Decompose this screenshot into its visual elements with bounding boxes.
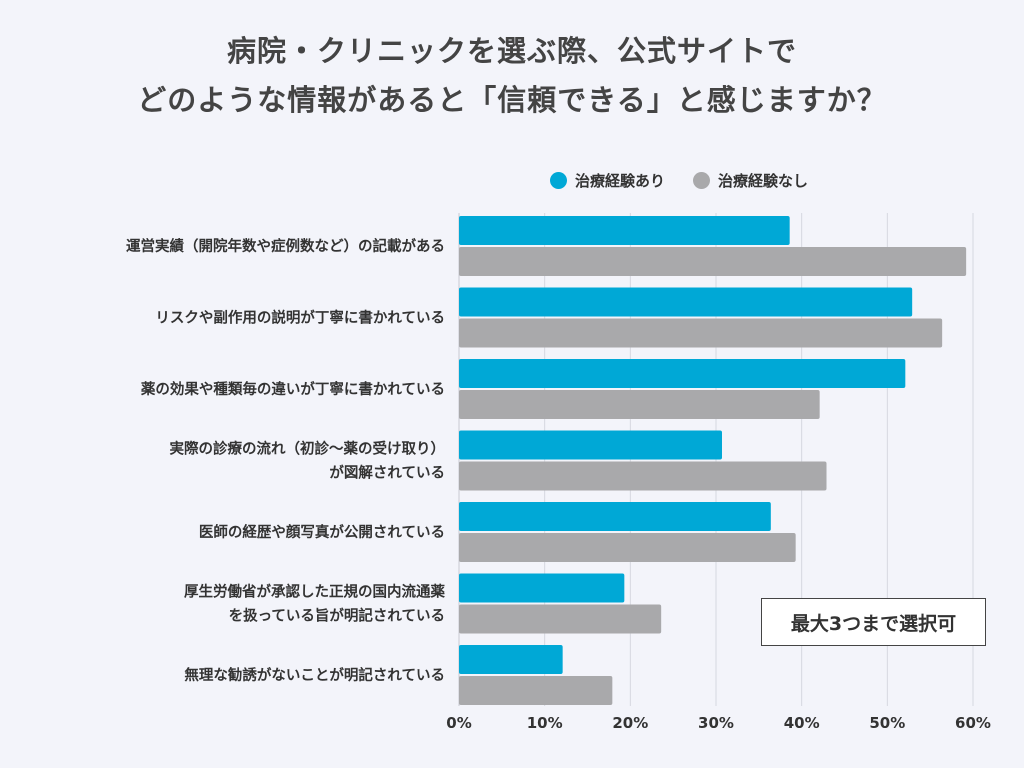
x-tick-label: 60% — [955, 714, 991, 732]
category-label: 薬の効果や種類毎の違いが丁寧に書かれている — [141, 380, 445, 398]
bar-not-experienced — [459, 676, 613, 705]
bar-experienced — [459, 573, 625, 603]
chart-title-line-2: どのような情報があると「信頼できる」と感じますか？ — [137, 83, 887, 117]
legend-swatch-experienced — [550, 172, 567, 189]
legend-label-experienced: 治療経験あり — [575, 172, 666, 190]
bar-experienced — [459, 359, 906, 388]
bar-not-experienced — [459, 604, 662, 634]
bar-not-experienced — [459, 247, 967, 276]
category-label: を扱っている旨が明記されている — [229, 607, 445, 625]
x-tick-label: 50% — [869, 714, 905, 732]
bar-experienced — [459, 430, 722, 460]
bar-experienced — [459, 287, 913, 317]
x-tick-label: 10% — [527, 714, 563, 732]
bar-experienced — [459, 645, 563, 674]
legend-label-not-experienced: 治療経験なし — [718, 172, 809, 190]
bar-experienced — [459, 216, 790, 245]
category-label: 無理な勧誘がないことが明記されている — [184, 666, 445, 684]
category-label: が図解されている — [329, 464, 445, 482]
x-tick-label: 0% — [446, 714, 471, 732]
legend-swatch-not-experienced — [693, 172, 711, 189]
category-label: 運営実績（開院年数や症例数など）の記載がある — [126, 237, 445, 255]
x-tick-label: 20% — [612, 714, 648, 732]
legend-item-not-experienced: 治療経験なし — [693, 170, 808, 191]
category-label: 医師の経歴や顔写真が公開されている — [199, 523, 445, 541]
bar-not-experienced — [459, 533, 796, 562]
x-tick-label: 40% — [784, 714, 820, 732]
note-box: 最大3つまで選択可 — [761, 598, 986, 646]
chart-title-line-1: 病院・クリニックを選ぶ際、公式サイトで — [226, 34, 797, 68]
legend-item-experienced: 治療経験あり — [550, 170, 665, 191]
bar-experienced — [459, 502, 771, 531]
legend: 治療経験あり 治療経験なし — [550, 170, 836, 191]
x-tick-label: 30% — [698, 714, 734, 732]
bar-not-experienced — [459, 390, 820, 419]
category-label: 厚生労働省が承認した正規の国内流通薬 — [184, 583, 445, 601]
bar-not-experienced — [459, 461, 827, 491]
category-label: 実際の診療の流れ（初診〜薬の受け取り） — [170, 440, 446, 458]
category-label: リスクや副作用の説明が丁寧に書かれている — [155, 309, 445, 327]
bar-not-experienced — [459, 318, 943, 348]
